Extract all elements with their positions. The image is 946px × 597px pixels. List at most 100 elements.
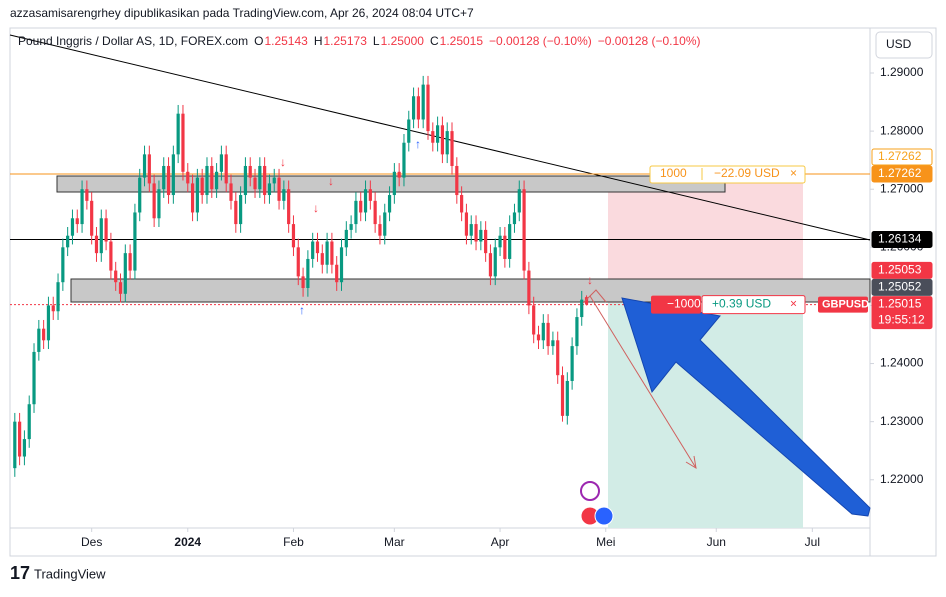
candle-body [147,154,151,184]
candle-body [421,84,425,120]
candle-body [114,270,118,283]
candle-body [311,241,315,259]
x-tick-label: Des [81,535,102,549]
y-tick-label: 1.29000 [880,65,924,79]
price-label: 1.27262 [878,149,922,163]
candle-body [162,165,166,190]
stop-qty: 1000 [660,166,687,180]
y-tick-label: 1.24000 [880,356,924,370]
candle-body [94,235,99,254]
candle-body [344,229,348,248]
currency-button[interactable] [875,31,933,59]
x-tick-label: Apr [491,535,510,549]
brand: TradingView [34,566,106,581]
candle-body [234,200,238,225]
candle-body [32,351,36,405]
candle-body [42,328,46,341]
candle-body [431,131,435,143]
candle-body [512,212,517,225]
close-icon: × [790,166,797,180]
candle-body [330,241,334,265]
overlay: ↓ ↑ ↑ ↓ ↓ ↓ [280,137,871,526]
change: −0.00128 (−0.10%) [598,34,701,48]
candle-body [315,241,320,254]
candle-body [335,264,339,283]
candle-body [551,340,555,347]
candle-body [13,421,17,469]
candle-body [580,299,584,318]
event-icon [580,481,600,501]
candle-body [522,189,526,271]
candle-body [397,171,401,178]
x-tick-label: Jul [805,535,820,549]
signal-arrow: ↓ [313,201,319,215]
candle-body [320,253,324,265]
candle-body [440,125,445,155]
candle-body [138,177,142,213]
candle-body [536,334,541,341]
candle-body [474,224,478,242]
candle-body [46,305,51,341]
candle-body [104,218,108,242]
candle-body [287,189,291,225]
candle-body [56,282,60,312]
price-label-box [871,261,933,279]
candle-body [565,380,569,416]
chart-frame [9,27,937,557]
candle-body [445,131,449,155]
candle-body [282,189,286,201]
candle-body [90,200,94,236]
ohlc-label: C [430,34,439,48]
y-tick-label: 1.22000 [880,472,924,486]
candle-body [109,241,113,271]
x-tick-label: Mar [384,535,405,549]
candle-body [157,189,161,219]
candle-body [383,212,387,236]
signal-arrow: ↑ [415,137,421,151]
price-label: 1.27262 [878,166,922,180]
candle-body [253,177,257,190]
ohlc-label: O [254,34,263,48]
currency[interactable]: USD [886,37,912,51]
symbol-tag-box [818,296,868,313]
candle-body [349,224,353,230]
y-tick-label: 1.23000 [880,414,924,428]
price-label: 1.25015 [878,297,922,311]
candle-body [133,212,137,271]
candle-body [128,253,132,271]
candle-body [75,218,79,225]
candle-body [99,218,103,254]
candle-body [80,189,84,225]
candle-body [584,297,589,305]
x-tick-label: Feb [283,535,304,549]
candle-body [272,177,276,184]
candle-body [210,165,214,190]
candle-body [546,322,550,347]
price-label-box [871,296,933,330]
candle-body [123,253,127,294]
candle-body [171,154,175,196]
projection-path [582,289,607,304]
candle-body [484,229,488,254]
entry-qty-box [651,295,701,314]
x-tick-label: Mei [596,535,615,549]
candle-body [460,195,464,213]
stop-label-box [649,165,806,184]
candle-body [493,247,497,277]
candle-body [181,113,185,172]
candle-body [186,171,190,184]
candles [13,75,589,477]
stop-pnl: −22.09 USD [714,166,780,180]
symbol-tag: GBPUSD [822,298,869,310]
signal-arrow: ↓ [280,155,286,169]
candle-body [455,165,459,196]
symbol: Pound Inggris / Dollar AS, 1D, FOREX.com [18,34,248,48]
candle-body [575,317,579,347]
projection-arrow-head [685,455,697,469]
candle-body [392,171,396,196]
candle-body [37,328,41,352]
candle-body [152,183,156,219]
candle-body [306,258,310,289]
blue-arrow [621,297,871,517]
